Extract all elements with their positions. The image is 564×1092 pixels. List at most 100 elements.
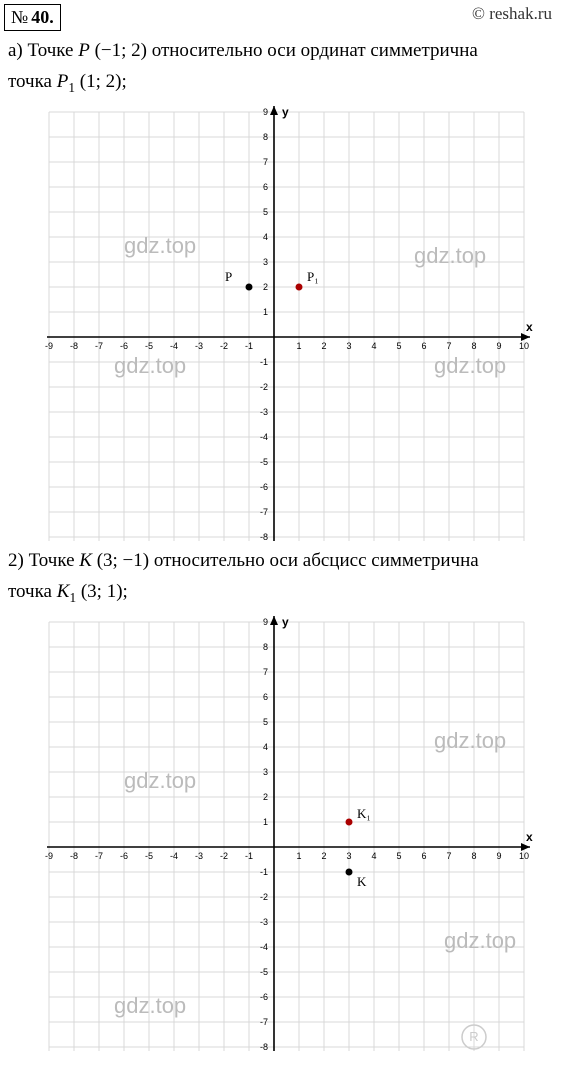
svg-text:-4: -4 [170, 341, 178, 351]
problem-badge: № 40. [4, 4, 61, 31]
svg-text:9: 9 [496, 851, 501, 861]
svg-text:1: 1 [296, 851, 301, 861]
svg-text:6: 6 [263, 692, 268, 702]
svg-text:gdz.top: gdz.top [124, 233, 196, 258]
problem-prefix: № [11, 7, 28, 28]
svg-text:-2: -2 [220, 851, 228, 861]
svg-text:-9: -9 [45, 851, 53, 861]
svg-text:-1: -1 [260, 867, 268, 877]
svg-text:-4: -4 [260, 942, 268, 952]
svg-text:x: x [526, 320, 533, 334]
svg-text:-7: -7 [260, 1017, 268, 1027]
svg-text:10: 10 [519, 851, 529, 861]
svg-text:9: 9 [496, 341, 501, 351]
svg-text:-1: -1 [245, 341, 253, 351]
svg-text:7: 7 [446, 341, 451, 351]
svg-text:9: 9 [263, 107, 268, 117]
svg-text:y: y [282, 615, 289, 629]
svg-text:y: y [282, 105, 289, 119]
svg-text:2: 2 [321, 851, 326, 861]
graph-b: gdz.top gdz.top gdz.top gdz.top -9 -8 -7 -6 -5 -4… [4, 613, 560, 1051]
svg-text:1: 1 [296, 341, 301, 351]
svg-text:K₁: K₁ [357, 806, 371, 821]
svg-text:-1: -1 [260, 357, 268, 367]
svg-text:7: 7 [263, 157, 268, 167]
svg-text:8: 8 [263, 132, 268, 142]
svg-text:6: 6 [421, 851, 426, 861]
copyright-text: © reshak.ru [472, 4, 552, 24]
svg-text:gdz.top: gdz.top [444, 928, 516, 953]
svg-text:2: 2 [263, 792, 268, 802]
graph-a-wrap: gdz.topgdz.topgdz.topgdz.topgdz.top-9-8-… [0, 101, 564, 543]
svg-text:5: 5 [396, 851, 401, 861]
svg-text:6: 6 [421, 341, 426, 351]
svg-text:-3: -3 [260, 407, 268, 417]
svg-text:9: 9 [263, 617, 268, 627]
svg-text:3: 3 [346, 851, 351, 861]
svg-text:-7: -7 [95, 851, 103, 861]
svg-text:-2: -2 [220, 341, 228, 351]
svg-text:-5: -5 [260, 457, 268, 467]
svg-text:P: P [225, 269, 232, 284]
svg-text:-7: -7 [260, 507, 268, 517]
svg-text:-5: -5 [145, 851, 153, 861]
svg-text:8: 8 [263, 642, 268, 652]
svg-text:-6: -6 [120, 851, 128, 861]
svg-text:-4: -4 [260, 432, 268, 442]
svg-text:10: 10 [519, 341, 529, 351]
svg-text:gdz.top: gdz.top [414, 243, 486, 268]
svg-text:-3: -3 [195, 851, 203, 861]
svg-text:-6: -6 [260, 992, 268, 1002]
svg-text:-2: -2 [260, 892, 268, 902]
svg-text:-4: -4 [170, 851, 178, 861]
svg-text:7: 7 [446, 851, 451, 861]
svg-text:-3: -3 [260, 917, 268, 927]
part-b-line2: точка K1 (3; 1); [0, 578, 564, 612]
graph-b-wrap: gdz.top gdz.top gdz.top gdz.top -9 -8 -7 -6 -5 -4… [0, 611, 564, 1053]
svg-text:-8: -8 [260, 532, 268, 541]
svg-text:5: 5 [263, 717, 268, 727]
svg-text:1: 1 [263, 307, 268, 317]
part-b-line1: 2) Точке K (3; −1) относительно оси абсц… [0, 543, 564, 578]
svg-text:gdz.top: gdz.top [124, 768, 196, 793]
svg-text:-7: -7 [95, 341, 103, 351]
svg-text:4: 4 [371, 341, 376, 351]
svg-text:-5: -5 [145, 341, 153, 351]
svg-text:-8: -8 [70, 341, 78, 351]
svg-text:3: 3 [263, 767, 268, 777]
svg-text:gdz.top: gdz.top [114, 993, 186, 1018]
svg-text:7: 7 [263, 667, 268, 677]
svg-text:K: K [357, 874, 367, 889]
header-row: № 40. © reshak.ru [0, 0, 564, 33]
svg-text:-1: -1 [245, 851, 253, 861]
svg-text:8: 8 [471, 851, 476, 861]
svg-text:4: 4 [371, 851, 376, 861]
svg-text:gdz.top: gdz.top [434, 728, 506, 753]
problem-number: 40. [31, 7, 54, 28]
svg-text:gdz.top: gdz.top [434, 353, 506, 378]
svg-text:4: 4 [263, 742, 268, 752]
svg-text:3: 3 [346, 341, 351, 351]
svg-text:3: 3 [263, 257, 268, 267]
svg-text:x: x [526, 830, 533, 844]
svg-text:1: 1 [263, 817, 268, 827]
graph-a: gdz.topgdz.topgdz.topgdz.topgdz.top-9-8-… [4, 103, 560, 541]
part-a-line2: точка P1 (1; 2); [0, 68, 564, 102]
svg-text:5: 5 [396, 341, 401, 351]
svg-text:-6: -6 [120, 341, 128, 351]
svg-text:5: 5 [263, 207, 268, 217]
svg-text:4: 4 [263, 232, 268, 242]
svg-text:P₁: P₁ [307, 269, 319, 284]
part-a-line1: а) Точке P (−1; 2) относительно оси орди… [0, 33, 564, 68]
svg-text:-5: -5 [260, 967, 268, 977]
svg-text:2: 2 [263, 282, 268, 292]
svg-text:6: 6 [263, 182, 268, 192]
svg-text:-6: -6 [260, 482, 268, 492]
svg-text:8: 8 [471, 341, 476, 351]
svg-text:gdz.top: gdz.top [114, 353, 186, 378]
svg-text:R: R [469, 1029, 478, 1044]
svg-text:-9: -9 [45, 341, 53, 351]
svg-text:2: 2 [321, 341, 326, 351]
svg-text:-8: -8 [260, 1042, 268, 1051]
svg-text:-8: -8 [70, 851, 78, 861]
